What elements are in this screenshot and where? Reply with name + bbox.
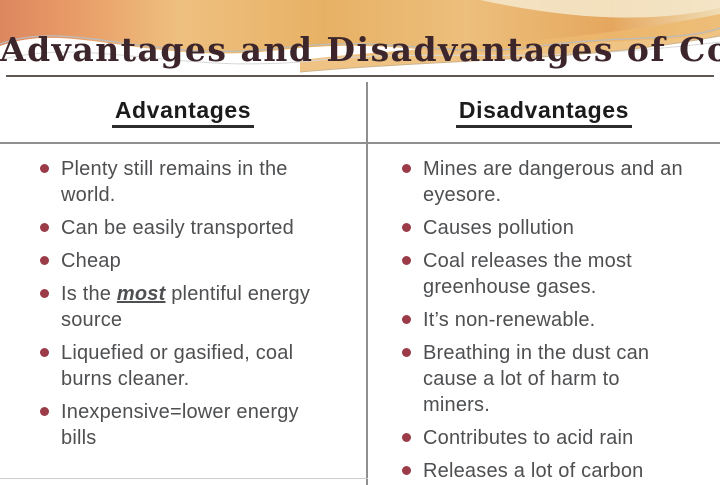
- bullet-dot: [40, 348, 49, 357]
- item-text: Plenty still remains in the world.: [61, 158, 288, 206]
- title-underline: [6, 75, 714, 77]
- item-text: Liquefied or gasified, coal burns cleane…: [61, 342, 294, 390]
- item-text: Coal releases the most greenhouse gases.: [423, 250, 632, 298]
- item-text: It’s non-renewable.: [423, 309, 596, 331]
- item-text: Can be easily transported: [61, 217, 294, 239]
- advantage-item: Liquefied or gasified, coal burns cleane…: [40, 340, 366, 392]
- advantages-header: Advantages: [111, 97, 255, 128]
- disadvantage-item: Coal releases the most greenhouse gases.: [402, 248, 720, 300]
- item-text-emphasis: most: [116, 283, 166, 305]
- advantage-item: Inexpensive=lower energy bills: [40, 399, 366, 451]
- disadvantages-header: Disadvantages: [455, 97, 633, 128]
- bullet-dot: [402, 433, 411, 442]
- table-bottom-border: [0, 478, 368, 479]
- disadvantages-column: Mines are dangerous and an eyesore. Caus…: [368, 144, 720, 485]
- bullet-dot: [40, 407, 49, 416]
- disadvantage-item: Releases a lot of carbon dioxide.: [402, 458, 720, 485]
- bullet-dot: [402, 164, 411, 173]
- comparison-table: Advantages Disadvantages Plenty still re…: [0, 82, 720, 485]
- advantages-column: Plenty still remains in the world. Can b…: [0, 144, 368, 485]
- item-text: Mines are dangerous and an eyesore.: [423, 158, 683, 206]
- disadvantage-item: Mines are dangerous and an eyesore.: [402, 156, 720, 208]
- bullet-dot: [40, 289, 49, 298]
- bullet-dot: [402, 256, 411, 265]
- table-header-row: Advantages Disadvantages: [0, 82, 720, 144]
- bullet-dot: [40, 164, 49, 173]
- disadvantages-header-cell: Disadvantages: [368, 82, 720, 142]
- item-text: Cheap: [61, 250, 121, 272]
- advantage-item: Cheap: [40, 248, 366, 274]
- bullet-dot: [402, 348, 411, 357]
- bullet-dot: [40, 223, 49, 232]
- item-text: Releases a lot of carbon dioxide.: [423, 460, 644, 482]
- item-text: Is the most plentiful energy source: [61, 281, 315, 333]
- advantage-item: Can be easily transported: [40, 215, 366, 241]
- item-text: Inexpensive=lower energy bills: [61, 401, 299, 449]
- bullet-dot: [402, 466, 411, 475]
- advantage-item: Is the most plentiful energy source: [40, 281, 366, 333]
- disadvantage-item: Contributes to acid rain: [402, 425, 720, 451]
- item-text-segment: plentiful energy source: [61, 283, 311, 331]
- bullet-dot: [402, 223, 411, 232]
- item-text: Contributes to acid rain: [423, 427, 634, 449]
- item-text: Causes pollution: [423, 217, 575, 239]
- item-text: Breathing in the dust can cause a lot of…: [423, 342, 650, 416]
- disadvantage-item: Breathing in the dust can cause a lot of…: [402, 340, 720, 418]
- disadvantage-item: Causes pollution: [402, 215, 720, 241]
- advantage-item: Plenty still remains in the world.: [40, 156, 366, 208]
- advantages-header-cell: Advantages: [0, 82, 368, 142]
- disadvantages-list: Mines are dangerous and an eyesore. Caus…: [368, 144, 720, 485]
- item-text-segment: Is the: [61, 283, 117, 305]
- advantages-list: Plenty still remains in the world. Can b…: [0, 144, 366, 451]
- bullet-dot: [40, 256, 49, 265]
- disadvantage-item: It’s non-renewable.: [402, 307, 720, 333]
- bullet-dot: [402, 315, 411, 324]
- table-body-row: Plenty still remains in the world. Can b…: [0, 144, 720, 485]
- page-title: Advantages and Disadvantages of Coal: [0, 30, 720, 69]
